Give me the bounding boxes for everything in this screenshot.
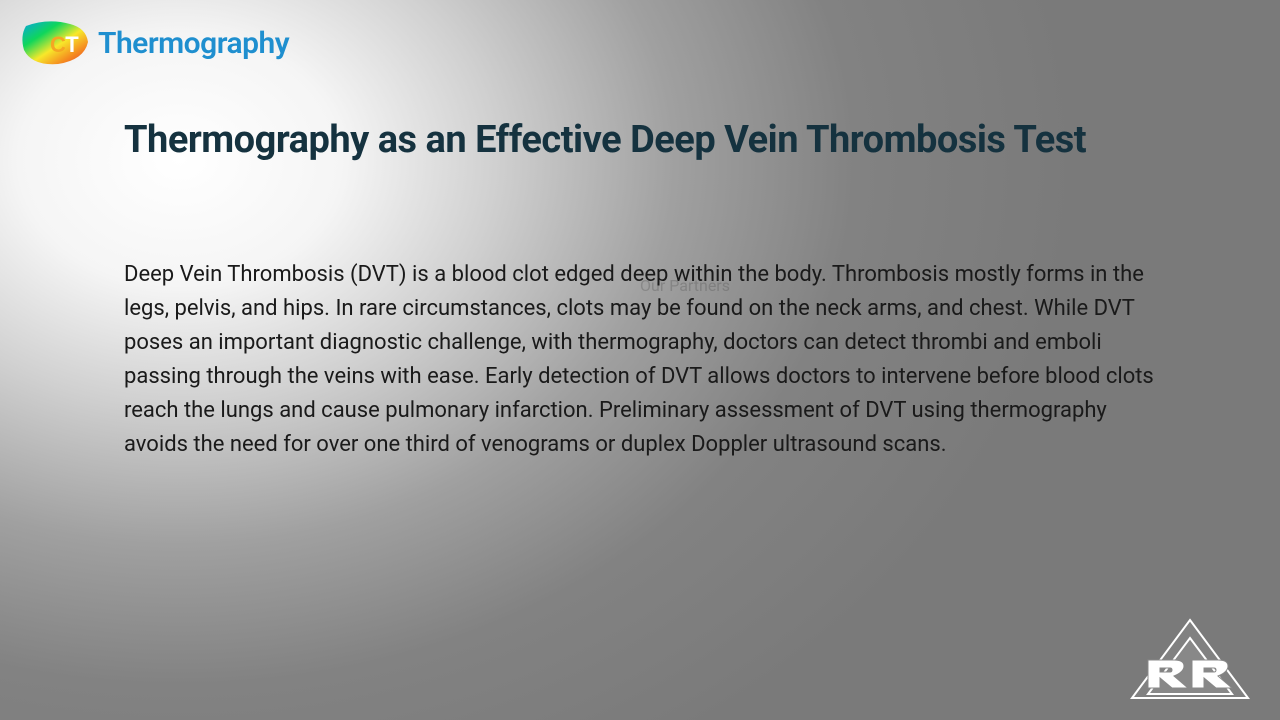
brand-logo-text: Thermography [98,26,289,61]
svg-text:C: C [50,32,66,57]
brand-logo-icon: C T [18,18,90,68]
brand-logo: C T Thermography [18,18,289,68]
svg-text:T: T [65,32,79,57]
body-paragraph: Deep Vein Thrombosis (DVT) is a blood cl… [124,258,1156,463]
page-title: Thermography as an Effective Deep Vein T… [124,118,1220,162]
corner-watermark-icon [1120,616,1260,706]
